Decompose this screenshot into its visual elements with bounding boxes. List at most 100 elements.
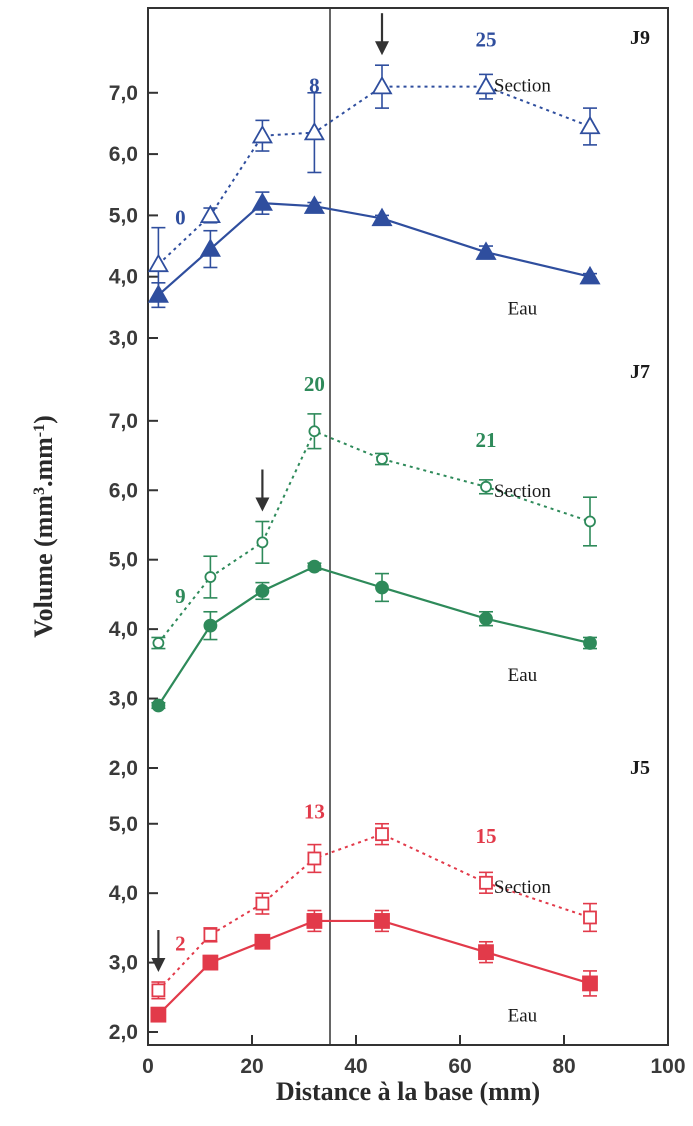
data-point — [251, 124, 273, 144]
y-tick-label: 7,0 — [109, 82, 138, 105]
data-point — [199, 238, 221, 257]
data-point — [583, 636, 597, 650]
annotation-label: 0 — [175, 205, 186, 229]
arrow-head — [255, 497, 270, 512]
annotation-label: 15 — [476, 824, 497, 848]
y-axis-label-exp1: 3 — [31, 487, 48, 495]
data-point — [478, 944, 494, 961]
data-point — [255, 896, 270, 911]
y-tick-label: 2,0 — [109, 757, 138, 780]
x-tick-label: 80 — [552, 1055, 575, 1078]
data-point — [479, 875, 493, 890]
panel-id: J5 — [630, 757, 650, 779]
y-axis-label-end: ) — [29, 415, 58, 424]
series-eau-j7 — [151, 559, 597, 713]
data-point — [303, 121, 325, 141]
data-point — [203, 618, 218, 633]
data-point — [375, 580, 389, 595]
data-point — [251, 192, 273, 211]
x-axis-ticks: 0 20 40 60 80 100 — [142, 1035, 686, 1078]
annotation-label: 25 — [476, 28, 497, 52]
annotation-label: 2 — [175, 931, 186, 955]
series-label: Section — [494, 76, 551, 97]
data-point — [480, 480, 492, 493]
data-point — [583, 910, 597, 925]
data-point — [254, 933, 271, 950]
data-point — [579, 265, 601, 285]
y-tick-label: 2,0 — [109, 1021, 138, 1044]
y-tick-label: 4,0 — [109, 266, 138, 289]
plot-border — [147, 7, 669, 1046]
panels: J9 Section Eau 0 8 25 J7 Section Eau 9 20 21 J5 Secti… — [147, 13, 650, 1026]
data-point — [374, 913, 390, 929]
series-label: Eau — [508, 665, 538, 686]
y-tick-label: 5,0 — [109, 813, 138, 836]
annotation-label: 8 — [309, 74, 320, 98]
data-point — [203, 927, 218, 942]
data-point — [375, 827, 389, 842]
series-label: Section — [494, 877, 551, 898]
series-line — [157, 919, 591, 1016]
y-tick-label: 4,0 — [109, 882, 138, 905]
data-point — [147, 253, 169, 273]
data-point — [303, 195, 325, 214]
y-tick-label: 3,0 — [109, 327, 138, 350]
x-tick-label: 60 — [448, 1055, 471, 1078]
panel-j7: J7 Section Eau 9 20 21 — [151, 361, 650, 713]
data-point — [371, 207, 393, 227]
series-eau-j9 — [147, 191, 601, 309]
x-tick-label: 100 — [650, 1055, 685, 1078]
data-point — [479, 611, 493, 626]
series-label: Eau — [508, 299, 538, 320]
y-tick-label: 3,0 — [109, 952, 138, 975]
data-point — [584, 515, 596, 528]
y-axis-ticks: 3,0 4,0 5,0 6,0 7,0 2,0 3,0 4,0 5,0 6,0 7,0 2,0 3,0 4… — [109, 82, 158, 1044]
x-tick-label: 20 — [240, 1055, 263, 1078]
panel-j5: J5 Section Eau 2 13 15 — [150, 757, 650, 1026]
y-axis-label: Volume (mm3.mm-1) — [29, 415, 58, 638]
series-label: Section — [494, 481, 551, 502]
data-point — [308, 425, 321, 438]
arrow-head — [375, 41, 389, 56]
panel-id: J9 — [630, 27, 650, 49]
series-label: Eau — [508, 1005, 538, 1026]
series-eau-j5 — [150, 909, 598, 1023]
series-section-j5 — [151, 822, 597, 1000]
data-point — [376, 453, 388, 465]
y-tick-label: 5,0 — [109, 204, 138, 227]
annotation-label: 20 — [304, 372, 325, 396]
data-point — [582, 975, 598, 992]
arrow-head — [151, 958, 166, 973]
data-point — [255, 584, 270, 598]
y-tick-label: 7,0 — [109, 410, 138, 433]
y-tick-label: 3,0 — [109, 688, 138, 711]
annotation-label: 13 — [304, 799, 325, 823]
data-point — [306, 913, 323, 929]
data-point — [204, 571, 217, 583]
y-axis-label-mid: .mm — [29, 437, 58, 487]
x-tick-label: 40 — [344, 1055, 367, 1078]
series-line — [157, 429, 591, 644]
y-tick-label: 4,0 — [109, 618, 138, 641]
annotation-label: 9 — [175, 584, 186, 608]
data-point — [152, 637, 165, 649]
data-point — [150, 1006, 167, 1023]
y-axis-label-exp2: -1 — [31, 424, 48, 437]
data-point — [475, 75, 497, 95]
data-point — [202, 954, 219, 971]
data-point — [147, 284, 169, 303]
data-point — [199, 204, 221, 224]
series-line — [157, 202, 591, 296]
data-point — [151, 983, 166, 998]
y-tick-label: 6,0 — [109, 479, 138, 502]
y-axis-label-base: Volume (mm — [29, 495, 58, 638]
data-point — [256, 536, 269, 549]
y-tick-label: 6,0 — [109, 143, 138, 166]
data-point — [307, 559, 322, 574]
x-tick-label: 0 — [142, 1055, 154, 1078]
arrow-indicator — [151, 930, 166, 973]
series-section-j9 — [147, 64, 601, 303]
arrow-indicator — [255, 469, 270, 512]
panel-id: J7 — [630, 361, 650, 383]
